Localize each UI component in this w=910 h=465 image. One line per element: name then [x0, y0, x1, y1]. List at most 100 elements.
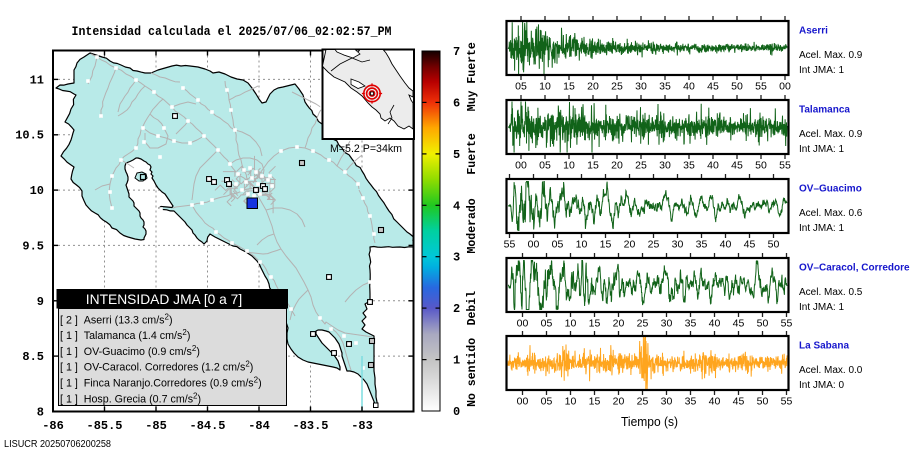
svg-text:2: 2 — [453, 302, 460, 316]
svg-text:INTENSIDAD JMA [0 a 7]: INTENSIDAD JMA [0 a 7] — [86, 292, 242, 307]
svg-text:15: 15 — [563, 81, 575, 93]
svg-text:30: 30 — [635, 81, 647, 93]
svg-text:[ 1 ] Hosp. Grecia (0.7 cm/s2: [ 1 ] Hosp. Grecia (0.7 cm/s2) — [60, 391, 201, 405]
svg-text:05: 05 — [541, 318, 553, 330]
svg-text:35: 35 — [659, 81, 671, 93]
svg-text:45: 45 — [744, 239, 756, 251]
svg-text:Muy Fuerte: Muy Fuerte — [465, 42, 479, 111]
svg-text:6: 6 — [453, 96, 460, 110]
svg-text:1: 1 — [453, 354, 460, 368]
svg-text:00: 00 — [517, 396, 529, 408]
svg-text:-84.5: -84.5 — [190, 419, 226, 433]
svg-text:25: 25 — [635, 160, 647, 172]
svg-text:55: 55 — [781, 396, 793, 408]
svg-text:05: 05 — [515, 81, 527, 93]
svg-text:8.5: 8.5 — [22, 350, 44, 364]
svg-text:20: 20 — [624, 239, 636, 251]
svg-text:40: 40 — [683, 81, 695, 93]
svg-text:20: 20 — [587, 81, 599, 93]
svg-text:OV–Caracol, Corredore: OV–Caracol, Corredore — [799, 263, 910, 274]
svg-text:Acel. Max. 0.9: Acel. Max. 0.9 — [799, 50, 863, 61]
svg-text:25: 25 — [637, 396, 649, 408]
svg-text:05: 05 — [552, 239, 564, 251]
svg-text:0: 0 — [453, 405, 460, 419]
svg-text:10.5: 10.5 — [15, 129, 44, 143]
svg-text:35: 35 — [685, 396, 697, 408]
svg-text:-84: -84 — [248, 419, 270, 433]
svg-text:25: 25 — [637, 318, 649, 330]
svg-text:10: 10 — [565, 396, 577, 408]
svg-text:-86: -86 — [42, 419, 64, 433]
svg-text:50: 50 — [768, 239, 780, 251]
svg-text:50: 50 — [757, 396, 769, 408]
svg-text:11: 11 — [30, 73, 44, 87]
svg-text:30: 30 — [661, 396, 673, 408]
svg-text:Tiempo (s): Tiempo (s) — [621, 415, 678, 429]
svg-text:35: 35 — [683, 160, 695, 172]
svg-text:30: 30 — [661, 318, 673, 330]
svg-text:3: 3 — [453, 251, 460, 265]
svg-text:05: 05 — [541, 396, 553, 408]
svg-text:-85.5: -85.5 — [87, 419, 123, 433]
svg-text:Int JMA: 1: Int JMA: 1 — [799, 302, 844, 313]
svg-text:Acel. Max. 0.5: Acel. Max. 0.5 — [799, 287, 863, 298]
svg-text:15: 15 — [589, 318, 601, 330]
svg-text:30: 30 — [672, 239, 684, 251]
svg-text:45: 45 — [733, 318, 745, 330]
svg-text:50: 50 — [731, 81, 743, 93]
svg-text:M=5.2 P=34km: M=5.2 P=34km — [330, 143, 402, 155]
svg-text:10: 10 — [539, 81, 551, 93]
svg-text:45: 45 — [707, 81, 719, 93]
svg-text:-83: -83 — [351, 419, 373, 433]
svg-text:15: 15 — [600, 239, 612, 251]
svg-text:Aserri: Aserri — [799, 26, 828, 37]
svg-text:10: 10 — [565, 318, 577, 330]
svg-text:35: 35 — [685, 318, 697, 330]
svg-text:30: 30 — [659, 160, 671, 172]
svg-text:20: 20 — [611, 160, 623, 172]
svg-text:Int JMA: 1: Int JMA: 1 — [799, 223, 844, 234]
svg-text:7: 7 — [453, 45, 460, 59]
svg-text:Moderado: Moderado — [465, 198, 479, 253]
svg-text:Int JMA: 0: Int JMA: 0 — [799, 380, 844, 391]
svg-text:40: 40 — [720, 239, 732, 251]
svg-text:Acel. Max. 0.9: Acel. Max. 0.9 — [799, 129, 863, 140]
svg-text:Int JMA: 1: Int JMA: 1 — [799, 144, 844, 155]
svg-text:4: 4 — [453, 199, 460, 213]
svg-text:10: 10 — [576, 239, 588, 251]
svg-text:00: 00 — [515, 160, 527, 172]
svg-text:9: 9 — [37, 295, 44, 309]
svg-text:55: 55 — [755, 81, 767, 93]
svg-text:50: 50 — [757, 318, 769, 330]
svg-text:Intensidad calculada el 2025/0: Intensidad calculada el 2025/07/06_02:02… — [72, 25, 392, 39]
svg-text:45: 45 — [733, 396, 745, 408]
svg-text:40: 40 — [707, 160, 719, 172]
svg-text:40: 40 — [709, 396, 721, 408]
svg-text:25: 25 — [648, 239, 660, 251]
svg-text:[ 1 ] Finca Naranjo.Corredore: [ 1 ] Finca Naranjo.Corredores (0.9 cm/s… — [60, 376, 262, 390]
svg-text:55: 55 — [779, 160, 791, 172]
svg-text:8: 8 — [37, 406, 44, 420]
svg-text:45: 45 — [731, 160, 743, 172]
svg-text:55: 55 — [781, 318, 793, 330]
svg-text:10: 10 — [563, 160, 575, 172]
svg-text:-83.5: -83.5 — [293, 419, 329, 433]
svg-text:15: 15 — [589, 396, 601, 408]
svg-text:Acel. Max. 0.6: Acel. Max. 0.6 — [799, 208, 863, 219]
svg-text:00: 00 — [528, 239, 540, 251]
svg-text:La Sabana: La Sabana — [799, 341, 849, 352]
svg-text:55: 55 — [504, 239, 516, 251]
svg-text:00: 00 — [517, 318, 529, 330]
svg-text:OV–Guacimo: OV–Guacimo — [799, 184, 862, 195]
svg-text:05: 05 — [539, 160, 551, 172]
svg-text:20: 20 — [613, 396, 625, 408]
svg-text:35: 35 — [696, 239, 708, 251]
svg-text:Fuerte: Fuerte — [465, 133, 479, 174]
svg-text:9.5: 9.5 — [22, 239, 44, 253]
svg-text:Debil: Debil — [465, 291, 479, 326]
svg-text:-85: -85 — [145, 419, 167, 433]
svg-text:5: 5 — [453, 148, 460, 162]
svg-text:15: 15 — [587, 160, 599, 172]
svg-text:[ 1 ] Talamanca (1.4 cm/s2): [ 1 ] Talamanca (1.4 cm/s2) — [60, 328, 190, 342]
svg-text:40: 40 — [709, 318, 721, 330]
